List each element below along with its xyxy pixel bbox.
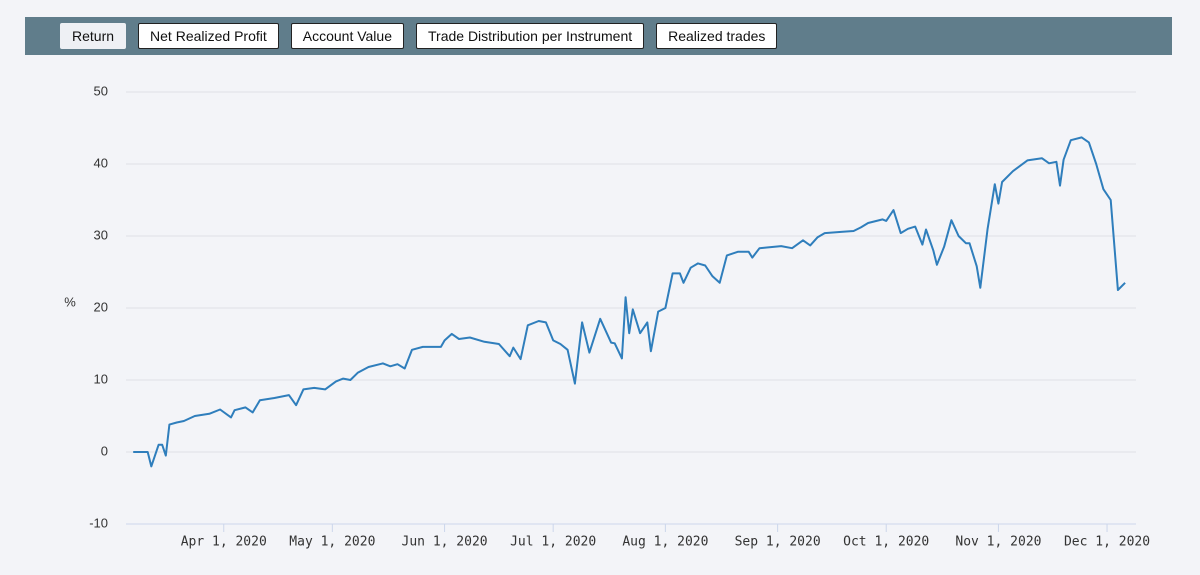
x-tick-label: Apr 1, 2020 — [181, 535, 267, 550]
y-tick-label: 0 — [101, 443, 108, 458]
tab-bar: Return Net Realized Profit Account Value Tr… — [25, 17, 1172, 55]
y-tick-label: -10 — [89, 515, 108, 530]
x-tick-label: Sep 1, 2020 — [735, 535, 821, 550]
tab[interactable]: Realized trades — [656, 23, 778, 49]
tab[interactable]: Account Value — [290, 23, 404, 49]
x-tick-label: May 1, 2020 — [289, 535, 375, 550]
x-tick-label: Aug 1, 2020 — [622, 535, 708, 550]
y-axis-label: % — [64, 294, 76, 309]
x-tick-label: Jul 1, 2020 — [510, 535, 596, 550]
x-tick-label: Nov 1, 2020 — [955, 535, 1041, 550]
x-tick-label: Jun 1, 2020 — [402, 535, 488, 550]
tab[interactable]: Trade Distribution per Instrument — [416, 23, 645, 49]
line-series — [133, 136, 1126, 468]
tab[interactable]: Net Realized Profit — [138, 23, 279, 49]
y-tick-label: 30 — [94, 227, 108, 242]
y-tick-label: 20 — [94, 299, 108, 314]
y-tick-label: 40 — [94, 155, 108, 170]
y-tick-label: 10 — [94, 371, 108, 386]
x-tick-label: Dec 1, 2020 — [1064, 535, 1150, 550]
x-tick-label: Oct 1, 2020 — [843, 535, 929, 550]
y-tick-label: 50 — [94, 83, 108, 98]
tab[interactable]: Return — [60, 23, 127, 49]
